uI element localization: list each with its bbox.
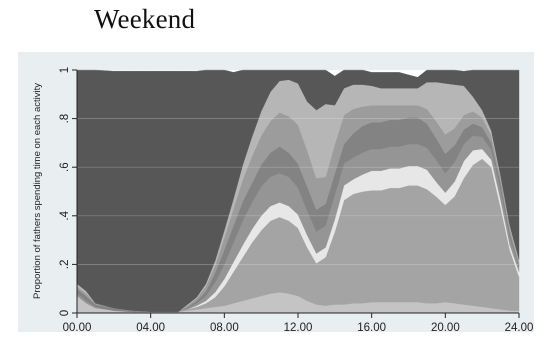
gridlines [77, 69, 519, 265]
x-tick-label: 00.00 [63, 322, 92, 334]
y-tick-label: .4 [59, 210, 71, 220]
y-tick-label: 1 [59, 67, 71, 73]
x-tick-label: 04.00 [136, 322, 165, 334]
x-tick-label: 16.00 [357, 322, 386, 334]
x-tick-label: 24.00 [505, 322, 534, 334]
y-tick-label: .8 [59, 114, 71, 124]
y-axis-label: Proportion of fathers spending time on e… [32, 83, 43, 299]
axes: 0 .2 .4 .6 .8 1 00.00 04.00 08.00 12.00 16.00 20.00… [59, 67, 533, 334]
chart-heading: Weekend [94, 4, 196, 34]
x-tick-label: 08.00 [210, 322, 239, 334]
x-tick-label: 20.00 [431, 322, 460, 334]
y-tick-label: .6 [59, 162, 71, 172]
area-series-8 [76, 69, 520, 312]
area-layers [76, 69, 520, 314]
y-tick-label: .2 [59, 260, 71, 270]
x-tick-label: 12.00 [284, 322, 313, 334]
y-tick-label: 0 [59, 310, 71, 316]
